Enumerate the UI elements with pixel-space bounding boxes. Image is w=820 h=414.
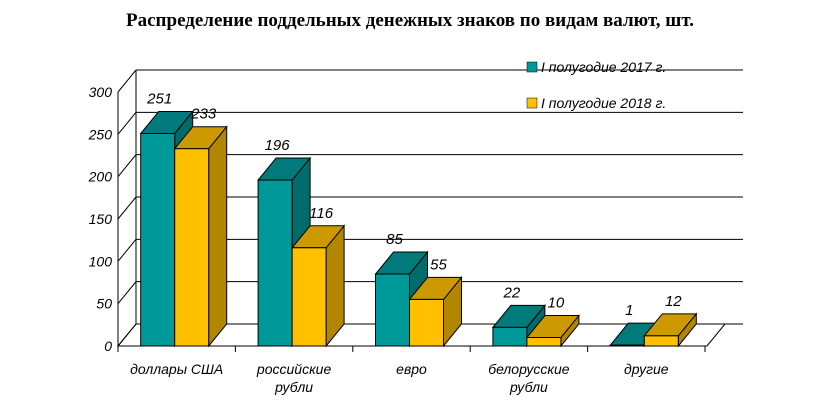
gridline-side — [117, 196, 137, 220]
gridline-side — [117, 154, 137, 177]
bar-front — [609, 344, 645, 347]
x-category-label: евро — [396, 361, 427, 377]
bar-front — [375, 273, 410, 347]
data-label: 251 — [146, 90, 172, 107]
y-tick-label: 250 — [88, 126, 113, 142]
data-label: 116 — [309, 205, 334, 222]
bar-front — [291, 247, 327, 347]
x-category-label-line: российские — [256, 361, 332, 377]
bars — [139, 110, 698, 348]
gridline-side — [117, 239, 137, 262]
x-category-label-line: другие — [624, 361, 669, 377]
gridline-side — [117, 281, 137, 304]
bar-2 — [525, 314, 580, 348]
bar-front — [257, 179, 293, 347]
legend-swatch — [526, 61, 538, 73]
bar-front — [409, 298, 444, 347]
gridline-side — [117, 112, 137, 135]
x-category-label-line: белорусские — [488, 361, 570, 377]
data-label: 85 — [386, 231, 403, 248]
y-tick-label: 200 — [88, 169, 113, 185]
x-category-label: другие — [624, 361, 669, 377]
x-category-label-line: доллары США — [130, 361, 223, 377]
x-category-label-line: рубли — [274, 379, 313, 395]
x-category-label: белорусские рубли — [488, 361, 570, 395]
y-tick-label: 0 — [104, 338, 112, 354]
data-label: 233 — [190, 106, 217, 123]
bar-front — [140, 132, 176, 347]
gridline-side — [117, 69, 137, 93]
y-tick-label: 100 — [89, 253, 113, 269]
bar-front — [174, 148, 210, 347]
bar-front — [492, 326, 528, 347]
y-tick-label: 50 — [96, 296, 112, 312]
bar-side — [208, 125, 228, 348]
y-tick-label: 300 — [89, 84, 113, 100]
bar-2 — [291, 224, 346, 348]
bar-front — [526, 337, 562, 347]
bar-2 — [643, 312, 698, 348]
bar-front — [643, 335, 679, 347]
x-category-label-line: евро — [396, 361, 427, 377]
data-label: 22 — [503, 284, 521, 301]
data-label: 196 — [265, 137, 291, 154]
x-category-label: доллары США — [130, 361, 223, 377]
x-category-label-line: рубли — [509, 379, 548, 395]
x-category-label: российские рубли — [256, 361, 332, 395]
data-label: 55 — [430, 256, 447, 273]
chart-title: Распределение поддельных денежных знаков… — [126, 10, 694, 31]
bar-2 — [173, 125, 228, 348]
bar-2 — [408, 276, 463, 348]
legend-swatch — [526, 97, 538, 109]
legend-label: I полугодие 2018 г. — [541, 95, 666, 111]
data-label: 12 — [665, 293, 682, 310]
data-label: 1 — [625, 302, 633, 319]
legend-label: I полугодие 2017 г. — [541, 59, 666, 75]
data-label: 10 — [548, 295, 565, 312]
y-tick-label: 150 — [89, 211, 113, 227]
legend: I полугодие 2017 г. I полугодие 2018 г. — [526, 59, 666, 111]
